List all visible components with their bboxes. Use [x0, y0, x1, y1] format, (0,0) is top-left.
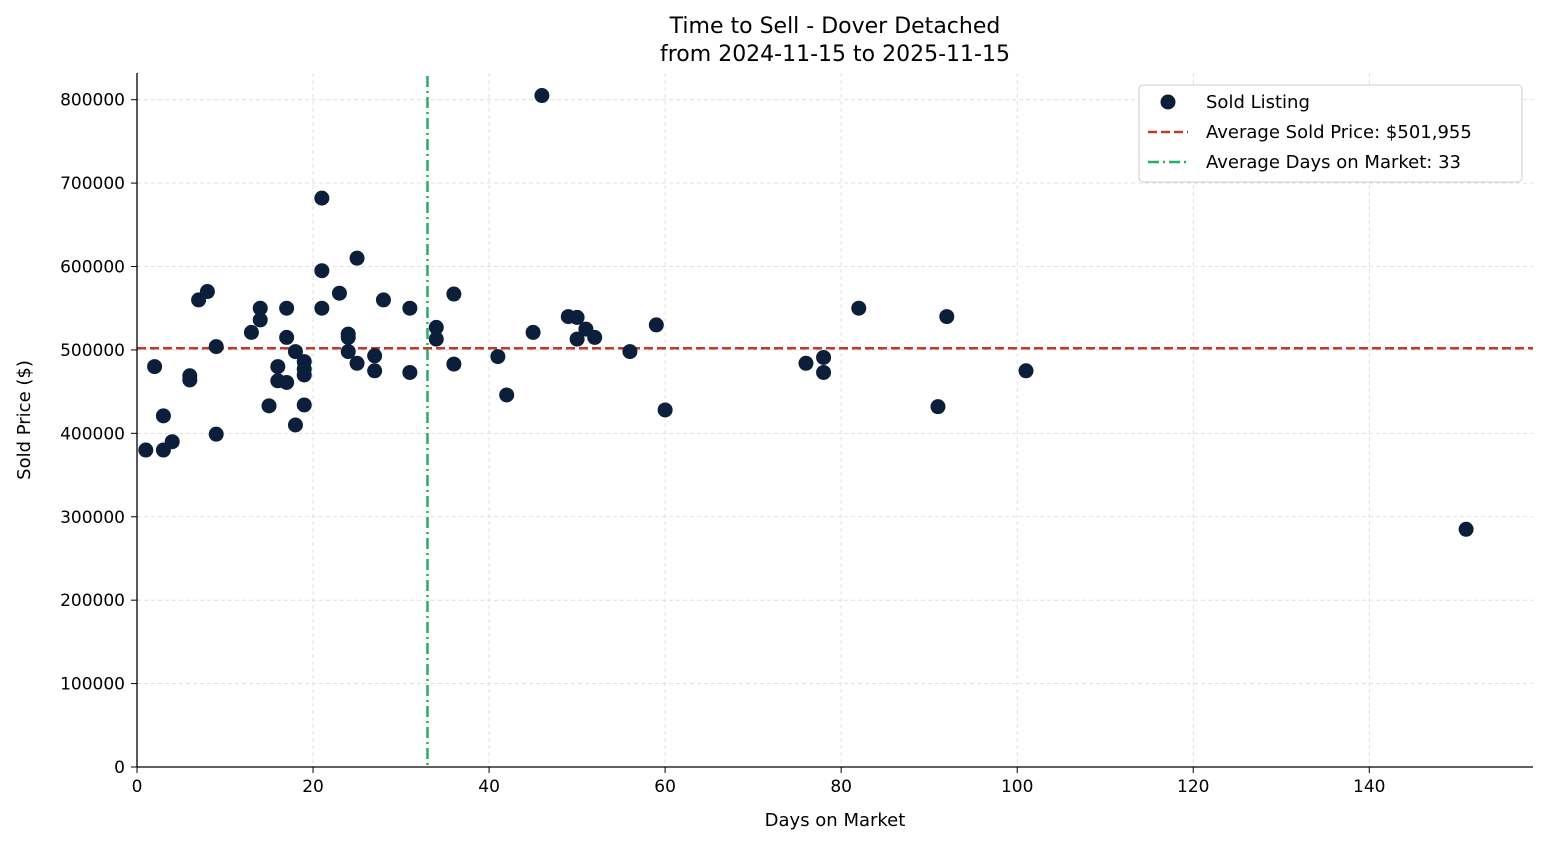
data-point — [138, 442, 154, 458]
y-tick-label: 700000 — [60, 174, 125, 194]
data-point — [252, 300, 268, 316]
data-point — [499, 387, 515, 403]
data-point — [648, 317, 664, 333]
data-point — [349, 250, 365, 266]
legend-label-avg-price: Average Sold Price: $501,955 — [1206, 122, 1472, 143]
data-point — [296, 397, 312, 413]
data-point — [279, 300, 295, 316]
data-point — [367, 363, 383, 379]
data-point — [331, 285, 347, 301]
data-point — [525, 324, 541, 340]
x-tick-label: 120 — [1177, 777, 1209, 797]
chart-title: Time to Sell - Dover Detached — [669, 14, 1001, 39]
data-point — [208, 339, 224, 355]
data-point — [939, 309, 955, 325]
data-point — [243, 324, 259, 340]
data-point — [314, 300, 330, 316]
data-point — [147, 359, 163, 375]
y-tick-label: 500000 — [60, 341, 125, 361]
data-point — [851, 300, 867, 316]
data-point — [375, 292, 391, 308]
data-point — [340, 329, 356, 345]
x-tick-label: 140 — [1353, 777, 1385, 797]
legend-box — [1138, 84, 1523, 183]
legend-marker-sold-listing — [1160, 94, 1176, 110]
x-tick-label: 80 — [830, 777, 852, 797]
data-point — [798, 355, 814, 371]
y-tick-label: 600000 — [60, 258, 125, 278]
data-point — [252, 312, 268, 328]
data-point — [446, 356, 462, 372]
y-axis-label: Sold Price ($) — [14, 360, 35, 480]
legend: Sold Listing Average Sold Price: $501,95… — [1138, 84, 1523, 183]
data-point — [270, 359, 286, 375]
data-point — [349, 355, 365, 371]
data-point — [287, 344, 303, 360]
data-point — [314, 190, 330, 206]
x-tick-label: 60 — [654, 777, 676, 797]
y-tick-label: 300000 — [60, 508, 125, 528]
data-point — [490, 349, 506, 365]
reference-lines — [137, 76, 1533, 767]
data-point — [296, 367, 312, 383]
data-point — [587, 329, 603, 345]
data-point — [155, 408, 171, 424]
x-tick-label: 0 — [132, 777, 143, 797]
data-point — [402, 364, 418, 380]
data-point — [930, 399, 946, 415]
y-tick-label: 400000 — [60, 424, 125, 444]
data-point — [279, 329, 295, 345]
x-tick-label: 100 — [1001, 777, 1033, 797]
data-point — [182, 372, 198, 388]
data-point — [367, 348, 383, 364]
y-tick-label: 200000 — [60, 591, 125, 611]
data-point — [569, 331, 585, 347]
data-point — [402, 300, 418, 316]
data-point — [657, 402, 673, 418]
data-point — [314, 263, 330, 279]
data-point — [287, 417, 303, 433]
data-point — [569, 309, 585, 325]
legend-label-avg-days: Average Days on Market: 33 — [1206, 152, 1461, 173]
x-tick-label: 40 — [478, 777, 500, 797]
y-tick-label: 800000 — [60, 91, 125, 111]
data-point — [816, 364, 832, 380]
data-points — [138, 88, 1474, 537]
data-point — [428, 319, 444, 335]
y-tick-label: 0 — [114, 758, 125, 778]
data-point — [622, 344, 638, 360]
x-tick-label: 20 — [302, 777, 324, 797]
y-tick-label: 100000 — [60, 675, 125, 695]
data-point — [199, 284, 215, 300]
chart-subtitle: from 2024-11-15 to 2025-11-15 — [660, 42, 1010, 67]
data-point — [428, 331, 444, 347]
x-axis-label: Days on Market — [765, 810, 906, 831]
data-point — [279, 374, 295, 390]
data-point — [1018, 363, 1034, 379]
data-point — [816, 349, 832, 365]
data-point — [1458, 521, 1474, 537]
data-point — [208, 426, 224, 442]
data-point — [261, 398, 277, 414]
legend-label-sold-listing: Sold Listing — [1206, 92, 1310, 113]
axes: 0 20 40 60 80 100 120 140 0 100000 200000 300000 400… — [60, 73, 1533, 797]
data-point — [340, 344, 356, 360]
data-point — [164, 434, 180, 450]
data-point — [534, 88, 550, 104]
data-point — [446, 286, 462, 302]
